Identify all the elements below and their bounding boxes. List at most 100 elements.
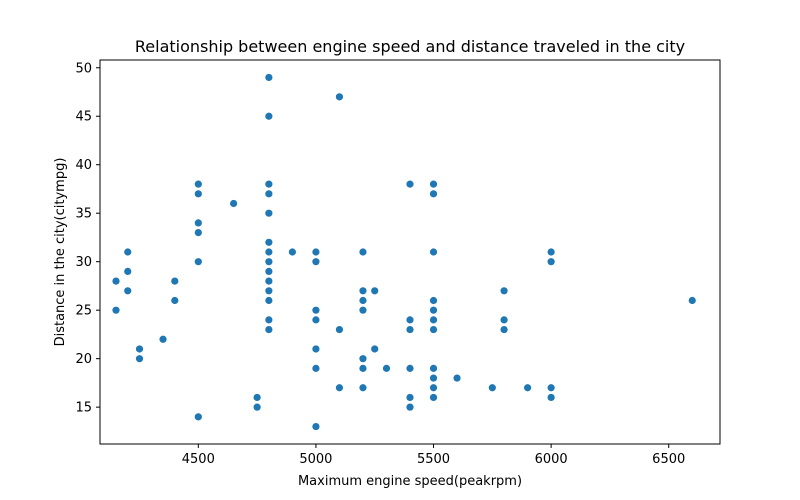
data-point bbox=[429, 393, 438, 402]
data-point bbox=[159, 335, 167, 343]
data-point bbox=[371, 287, 379, 295]
plot-frame bbox=[99, 59, 721, 445]
data-point bbox=[429, 325, 438, 334]
data-point bbox=[194, 190, 202, 198]
data-point bbox=[265, 287, 273, 295]
data-point bbox=[429, 180, 438, 188]
x-axis-label: Maximum engine speed(peakrpm) bbox=[298, 474, 522, 489]
data-point bbox=[312, 364, 320, 372]
data-point bbox=[500, 325, 508, 334]
y-tick-label: 45 bbox=[75, 110, 92, 125]
data-point bbox=[429, 248, 438, 256]
data-point bbox=[171, 277, 179, 285]
data-point bbox=[359, 287, 367, 295]
data-point bbox=[194, 229, 202, 237]
data-point bbox=[112, 306, 120, 314]
data-point bbox=[112, 277, 120, 285]
data-point bbox=[265, 238, 273, 246]
data-point bbox=[135, 345, 144, 353]
data-point bbox=[312, 345, 320, 353]
points-layer bbox=[112, 73, 696, 431]
data-point bbox=[124, 287, 132, 295]
data-point bbox=[265, 248, 273, 256]
y-tick-label: 30 bbox=[75, 255, 92, 270]
data-point bbox=[265, 277, 273, 285]
data-point bbox=[359, 296, 367, 305]
data-point bbox=[312, 258, 320, 266]
data-point bbox=[124, 248, 132, 256]
y-tick-label: 15 bbox=[75, 401, 92, 416]
y-tick-label: 25 bbox=[75, 304, 92, 319]
data-point bbox=[500, 316, 508, 324]
data-point bbox=[194, 413, 202, 421]
data-point bbox=[371, 345, 379, 353]
data-point bbox=[429, 316, 438, 324]
data-point bbox=[171, 296, 179, 305]
data-point bbox=[359, 384, 367, 392]
data-point bbox=[429, 190, 438, 198]
data-point bbox=[429, 364, 438, 372]
data-point bbox=[194, 219, 202, 227]
data-point bbox=[229, 199, 238, 208]
data-point bbox=[265, 296, 273, 305]
data-point bbox=[406, 364, 414, 372]
data-point bbox=[312, 306, 320, 314]
data-point bbox=[406, 180, 414, 188]
data-point bbox=[265, 190, 273, 198]
data-point bbox=[547, 248, 555, 256]
y-tick-label: 40 bbox=[75, 158, 92, 173]
data-point bbox=[194, 180, 202, 188]
data-point bbox=[312, 422, 320, 431]
data-point bbox=[547, 384, 555, 392]
data-point bbox=[406, 316, 414, 324]
x-tick-label: 6500 bbox=[652, 452, 685, 467]
data-point bbox=[194, 258, 202, 266]
data-point bbox=[312, 248, 320, 256]
data-point bbox=[453, 374, 461, 382]
x-axis: 4500 5000 5500 6000 6500 bbox=[182, 444, 685, 467]
y-axis-label: Distance in the city(citympg) bbox=[53, 158, 68, 347]
data-point bbox=[124, 267, 132, 275]
y-tick-label: 35 bbox=[75, 207, 92, 222]
x-tick-label: 5500 bbox=[417, 452, 450, 467]
data-point bbox=[429, 374, 438, 382]
data-point bbox=[265, 209, 273, 217]
data-point bbox=[312, 316, 320, 324]
data-point bbox=[335, 325, 344, 334]
data-point bbox=[488, 384, 496, 392]
data-point bbox=[265, 180, 273, 188]
data-point bbox=[382, 364, 391, 372]
data-point bbox=[429, 306, 438, 314]
data-point bbox=[406, 403, 414, 411]
data-point bbox=[265, 112, 273, 120]
data-point bbox=[253, 403, 261, 411]
data-point bbox=[359, 364, 367, 372]
data-point bbox=[265, 258, 273, 266]
data-point bbox=[265, 325, 273, 334]
data-point bbox=[406, 393, 414, 402]
data-point bbox=[359, 248, 367, 256]
y-axis: 15 20 25 30 35 40 45 50 bbox=[75, 61, 100, 416]
x-tick-label: 4500 bbox=[182, 452, 215, 467]
x-tick-label: 6000 bbox=[535, 452, 568, 467]
data-point bbox=[253, 393, 261, 402]
data-point bbox=[135, 355, 144, 363]
chart-title: Relationship between engine speed and di… bbox=[135, 37, 685, 56]
data-point bbox=[406, 325, 414, 334]
data-point bbox=[335, 93, 344, 101]
data-point bbox=[265, 73, 273, 82]
data-point bbox=[429, 384, 438, 392]
data-point bbox=[429, 296, 438, 305]
data-point bbox=[265, 267, 273, 275]
data-point bbox=[500, 287, 508, 295]
data-point bbox=[524, 384, 532, 392]
data-point bbox=[265, 316, 273, 324]
data-point bbox=[547, 258, 555, 266]
x-tick-label: 5000 bbox=[299, 452, 332, 467]
data-point bbox=[288, 248, 296, 256]
y-tick-label: 50 bbox=[75, 61, 92, 76]
data-point bbox=[547, 393, 555, 402]
data-point bbox=[359, 355, 367, 363]
data-point bbox=[335, 384, 344, 392]
